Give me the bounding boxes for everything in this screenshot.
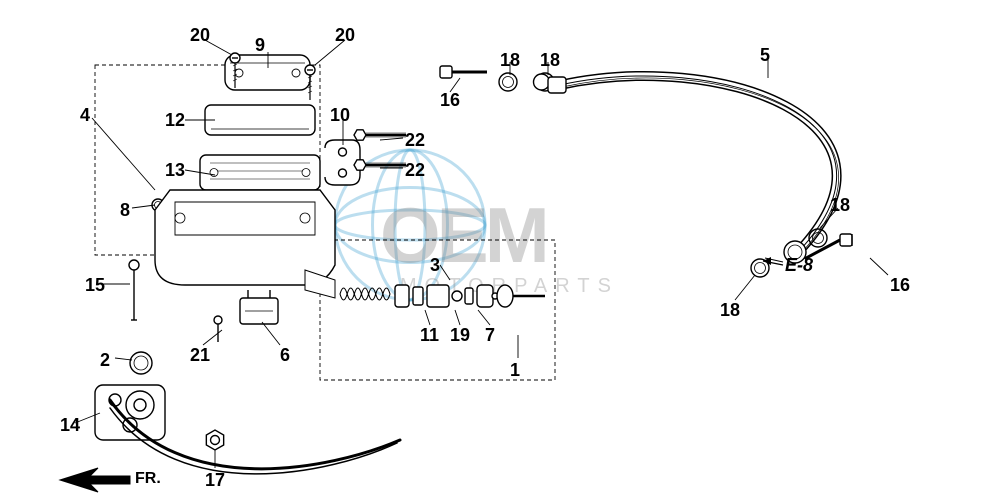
diagram-stage: OEM MOTORPARTS 4920201213815214172161022… [0,0,1001,500]
callout-n8: 8 [120,200,130,221]
callout-n17: 17 [205,470,225,491]
callout-n20b: 20 [335,25,355,46]
callout-n4: 4 [80,105,90,126]
callout-n18a: 18 [500,50,520,71]
callout-n16b: 16 [890,275,910,296]
callout-n22b: 22 [405,160,425,181]
callout-n15: 15 [85,275,105,296]
callout-n9: 9 [255,35,265,56]
reference-label: E-8 [785,255,813,276]
callout-n2: 2 [100,350,110,371]
callout-n19: 19 [450,325,470,346]
callout-n5: 5 [760,45,770,66]
parts-drawing [0,0,1001,500]
callout-n6: 6 [280,345,290,366]
callout-n16a: 16 [440,90,460,111]
callout-n10: 10 [330,105,350,126]
callout-n1: 1 [510,360,520,381]
callout-n14: 14 [60,415,80,436]
callout-n13: 13 [165,160,185,181]
callout-n7: 7 [485,325,495,346]
callout-n18b: 18 [540,50,560,71]
callout-n12: 12 [165,110,185,131]
callout-n20a: 20 [190,25,210,46]
callout-n3: 3 [430,255,440,276]
fr-direction-label: FR. [135,470,161,488]
callout-n11: 11 [420,325,439,346]
callout-n18d: 18 [720,300,740,321]
callout-n21: 21 [190,345,210,366]
callout-n18c: 18 [830,195,850,216]
callout-n22a: 22 [405,130,425,151]
